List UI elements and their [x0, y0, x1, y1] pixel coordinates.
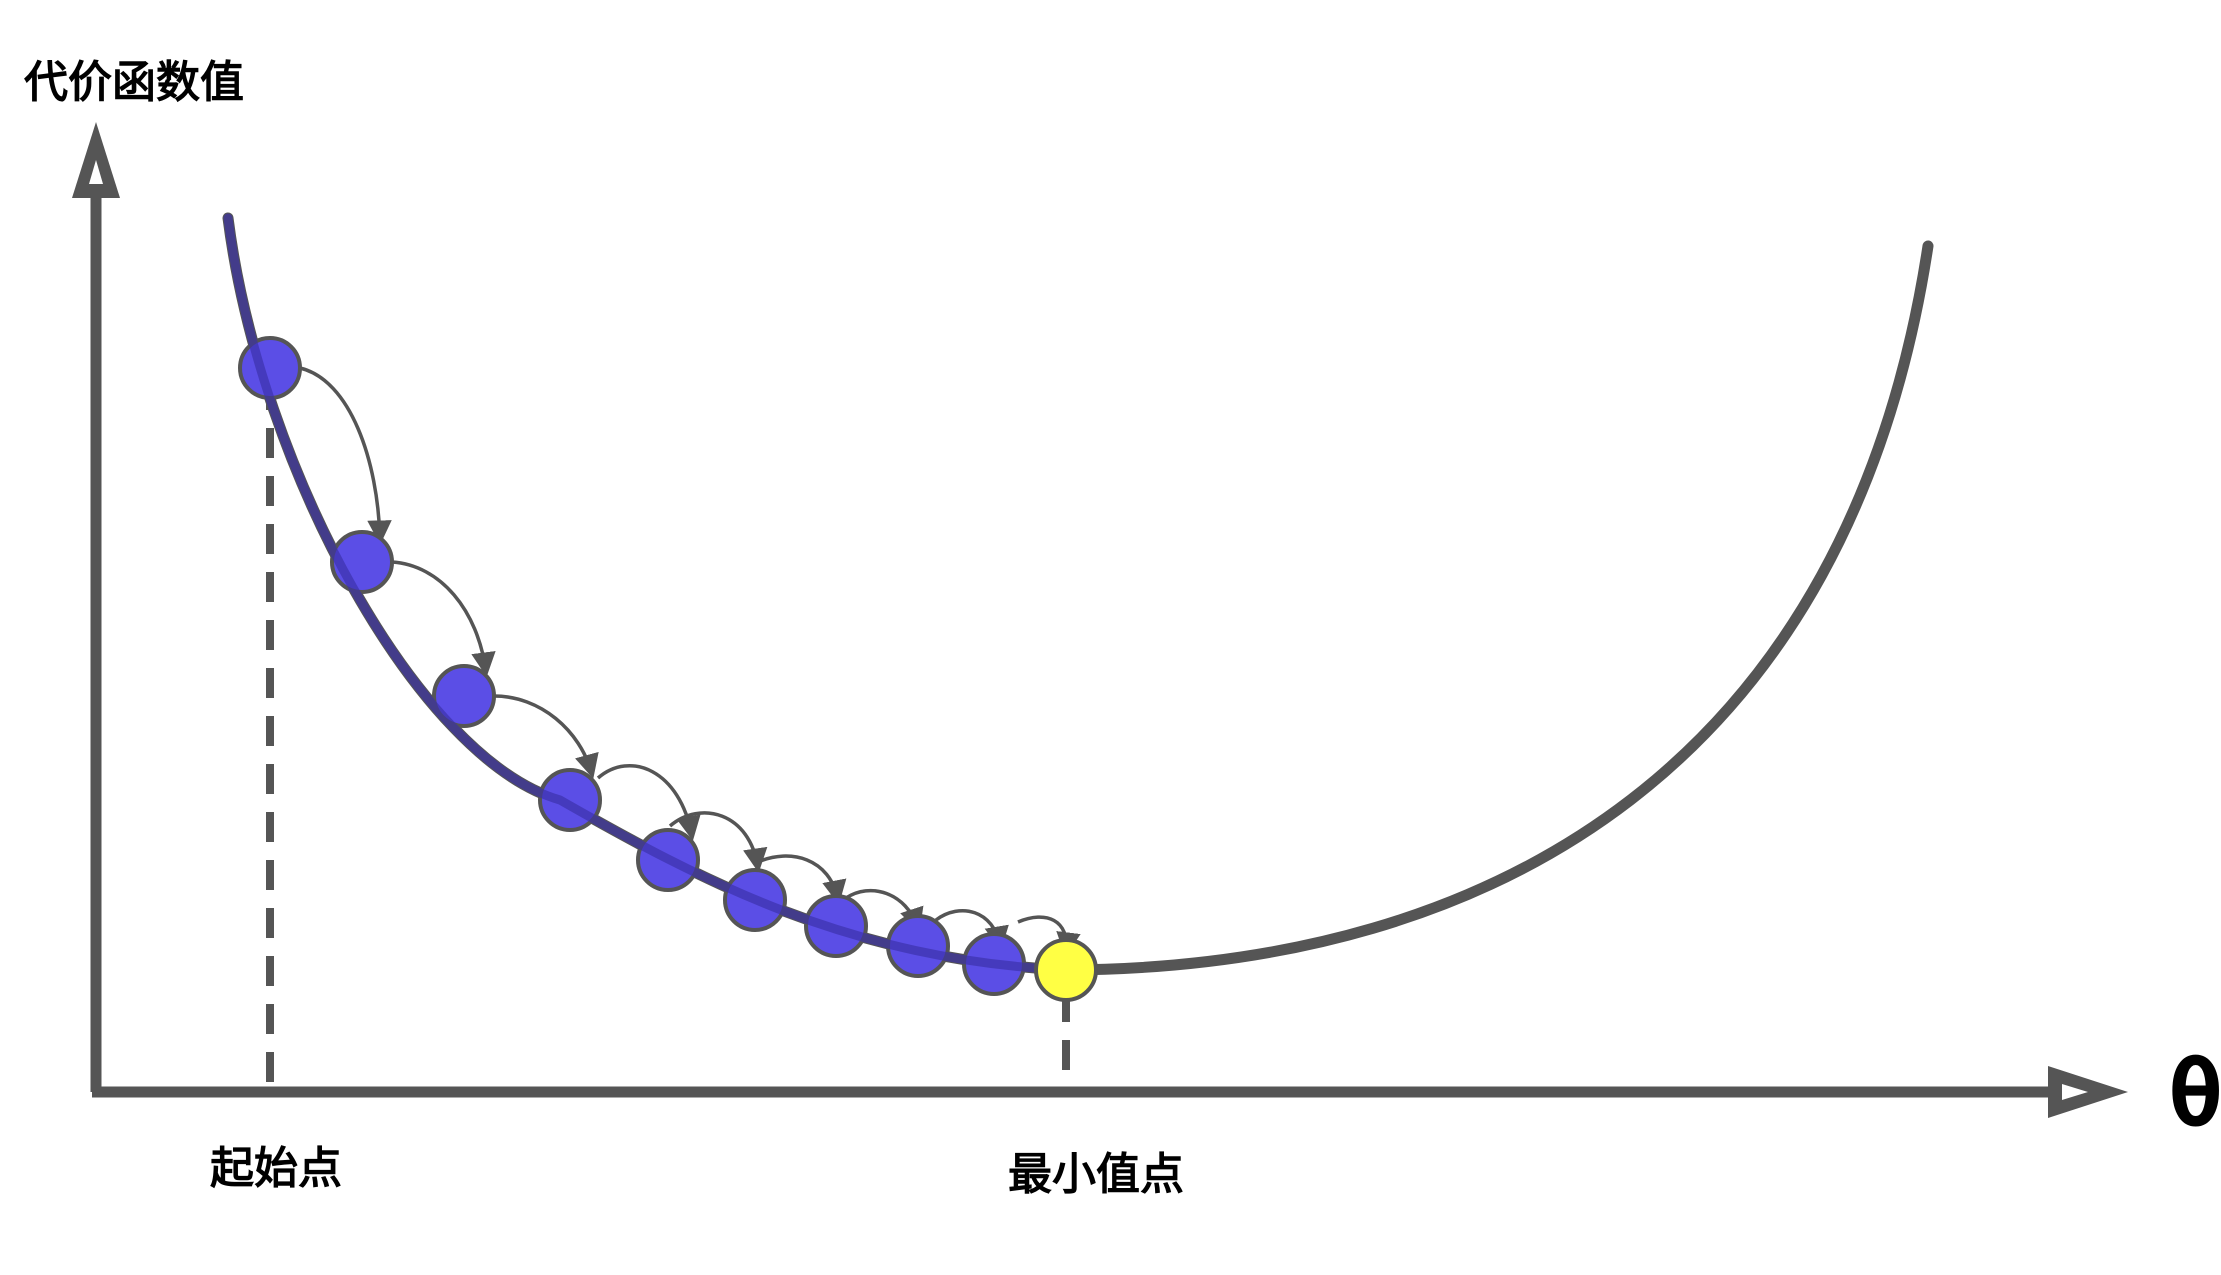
step-arrow — [299, 366, 392, 545]
step-point — [432, 664, 496, 728]
step-arrow — [391, 560, 496, 677]
curve-overlay — [223, 213, 1071, 975]
x-axis-label: θ — [2168, 1040, 2221, 1147]
step-points — [238, 336, 1026, 996]
cost-curve — [222, 212, 1934, 976]
step-arrow — [668, 811, 768, 873]
start-point-label: 起始点 — [210, 1143, 342, 1194]
step-arrow — [493, 694, 599, 779]
minimum-point — [1034, 938, 1098, 1002]
step-arrow — [757, 854, 847, 905]
minimum-point-label: 最小值点 — [1008, 1149, 1184, 1200]
y-axis-arrow-inner — [89, 160, 103, 184]
x-axis-arrow-inner — [2062, 1084, 2088, 1100]
y-axis-label: 代价函数值 — [24, 57, 244, 108]
